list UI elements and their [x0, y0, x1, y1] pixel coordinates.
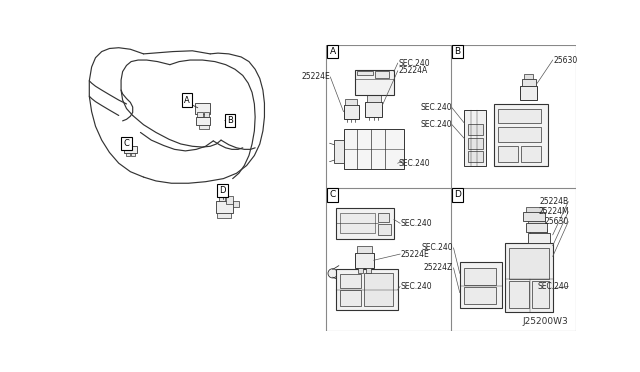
Text: SEC.240: SEC.240 [420, 120, 452, 129]
Bar [344, 106, 359, 119]
Bar [356, 246, 372, 253]
Bar [217, 213, 231, 218]
Bar [528, 233, 550, 243]
Bar [233, 201, 239, 207]
Bar [131, 153, 135, 155]
Bar [522, 78, 536, 86]
Bar [216, 201, 233, 213]
Bar [494, 104, 548, 166]
Bar [378, 212, 389, 222]
Bar [463, 268, 496, 285]
Bar [355, 70, 394, 95]
Text: A: A [330, 47, 336, 56]
Circle shape [328, 269, 337, 278]
Bar [524, 212, 545, 221]
Text: B: B [454, 47, 461, 56]
Bar [525, 222, 547, 232]
Text: SEC.240: SEC.240 [399, 159, 430, 168]
Bar [524, 74, 533, 78]
Text: C: C [330, 190, 336, 199]
Bar [528, 218, 545, 222]
Bar [197, 112, 204, 117]
Bar [358, 268, 363, 273]
Bar [521, 146, 541, 162]
Bar [345, 99, 358, 106]
Bar [532, 281, 549, 308]
Bar [375, 71, 389, 78]
Bar [336, 269, 397, 310]
Bar [505, 243, 553, 312]
Bar [467, 124, 483, 135]
Bar [531, 229, 547, 233]
Text: A: A [184, 96, 190, 105]
Text: SEC.240: SEC.240 [421, 243, 452, 253]
Text: SEC.240: SEC.240 [420, 103, 452, 112]
Bar [336, 208, 394, 239]
Text: B: B [227, 116, 232, 125]
Bar [219, 195, 225, 201]
Bar [367, 95, 381, 102]
Text: SEC.240: SEC.240 [399, 59, 430, 68]
Bar [195, 103, 210, 114]
Text: D: D [220, 186, 226, 195]
Text: SEC.240: SEC.240 [401, 282, 433, 291]
Bar [344, 129, 404, 169]
Text: 25630: 25630 [554, 55, 578, 64]
Bar [366, 268, 371, 273]
Text: 25224B: 25224B [540, 197, 569, 206]
Bar [498, 109, 541, 123]
Text: SEC.240: SEC.240 [401, 219, 433, 228]
Bar [467, 151, 483, 162]
Bar [498, 127, 541, 142]
Bar [125, 153, 131, 156]
Text: 25630: 25630 [545, 217, 569, 226]
Text: 25224M: 25224M [538, 207, 569, 216]
Bar [520, 86, 537, 100]
Text: 25224E: 25224E [401, 250, 429, 259]
Bar [364, 273, 393, 306]
Bar [340, 274, 362, 288]
Bar [358, 71, 373, 76]
Bar [378, 224, 391, 235]
Bar [498, 146, 518, 162]
Text: 25224A: 25224A [399, 66, 428, 75]
Bar [124, 145, 136, 153]
Bar [509, 248, 549, 279]
Bar [204, 112, 209, 119]
Bar [199, 125, 209, 129]
Bar [463, 287, 496, 304]
Bar [227, 196, 233, 204]
Bar [467, 138, 483, 148]
Text: C: C [124, 139, 129, 148]
Bar [326, 45, 576, 331]
Bar [355, 253, 374, 268]
Bar [460, 262, 502, 308]
Text: SEC.240: SEC.240 [538, 282, 569, 291]
Text: D: D [454, 190, 461, 199]
Text: J25200W3: J25200W3 [522, 317, 568, 327]
Bar [196, 117, 210, 125]
Text: 25224Z: 25224Z [424, 263, 452, 272]
Bar [509, 281, 529, 308]
Text: 25224E: 25224E [301, 73, 330, 81]
Bar [340, 290, 362, 306]
Bar [340, 213, 374, 232]
Bar [365, 102, 382, 117]
Bar [334, 140, 344, 163]
Bar [465, 110, 486, 166]
Bar [525, 207, 543, 212]
